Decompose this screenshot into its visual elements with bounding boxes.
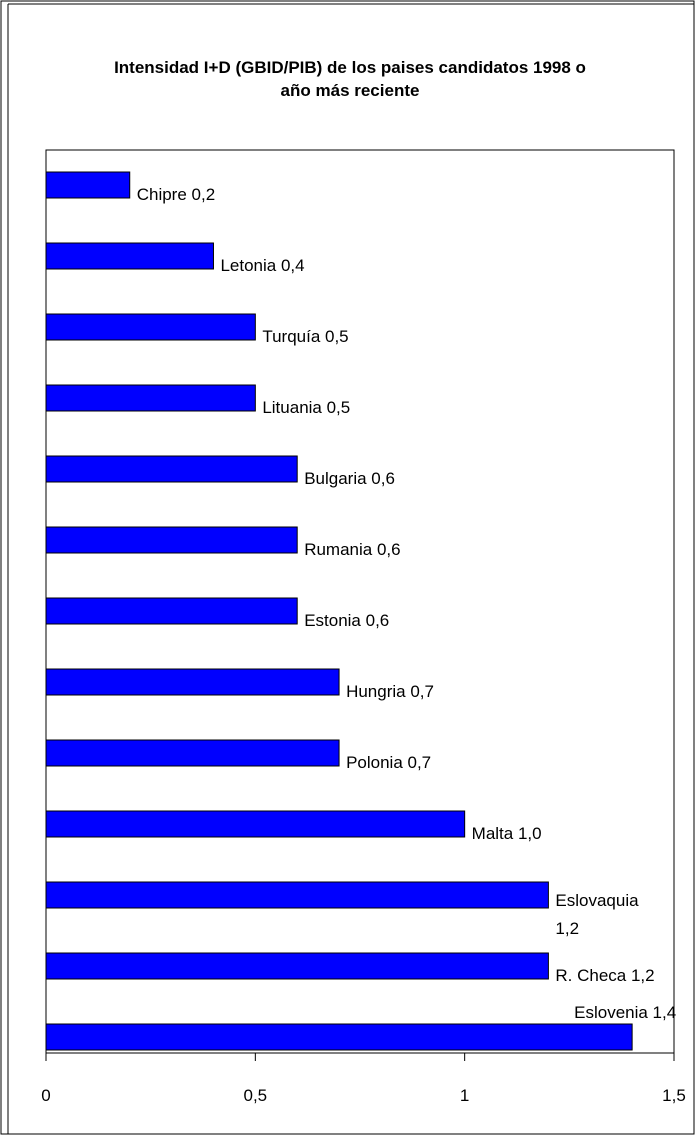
chart-title: Intensidad I+D (GBID/PIB) de los paises … <box>20 56 680 102</box>
x-tick-label-2: 1 <box>460 1086 469 1105</box>
data-label-chipre: Chipre 0,2 <box>137 185 215 204</box>
chart-title-line-2: año más reciente <box>280 81 420 100</box>
data-label-polonia: Polonia 0,7 <box>346 753 431 772</box>
data-label-rumania: Rumania 0,6 <box>304 540 400 559</box>
x-tick-label-1: 0,5 <box>244 1086 268 1105</box>
x-axis: 0 0,5 1 1,5 <box>41 1053 686 1105</box>
x-tick-label-3: 1,5 <box>662 1086 686 1105</box>
data-label-eslovaquia: Eslovaquia 1,2 <box>555 891 639 938</box>
bar-letonia <box>45 242 214 270</box>
bars-group <box>45 171 633 1051</box>
bar-chipre <box>45 171 131 199</box>
data-labels-group: Chipre 0,2 Letonia 0,4 Turquía 0,5 Lituania… <box>137 185 676 1022</box>
data-label-lituania: Lituania 0,5 <box>262 398 350 417</box>
data-label-turquia: Turquía 0,5 <box>262 327 348 346</box>
data-label-bulgaria: Bulgaria 0,6 <box>304 469 395 488</box>
data-label-r-checa: R. Checa 1,2 <box>555 966 654 985</box>
bar-hungria <box>45 668 340 696</box>
data-label-malta: Malta 1,0 <box>472 824 542 843</box>
chart-title-line-1: Intensidad I+D (GBID/PIB) de los paises … <box>114 58 586 77</box>
bar-lituania <box>45 384 256 412</box>
bar-estonia <box>45 597 298 625</box>
bar-malta <box>45 810 466 838</box>
data-label-estonia: Estonia 0,6 <box>304 611 389 630</box>
bar-eslovenia <box>45 1023 633 1051</box>
bar-r-checa <box>45 952 549 980</box>
bar-rumania <box>45 526 298 554</box>
bar-eslovaquia <box>45 881 549 909</box>
data-label-eslovenia: Eslovenia 1,4 <box>574 1003 676 1022</box>
bar-polonia <box>45 739 340 767</box>
data-label-hungria: Hungria 0,7 <box>346 682 434 701</box>
bar-bulgaria <box>45 455 298 483</box>
x-tick-label-0: 0 <box>41 1086 50 1105</box>
bar-turquia <box>45 313 256 341</box>
data-label-letonia: Letonia 0,4 <box>220 256 304 275</box>
